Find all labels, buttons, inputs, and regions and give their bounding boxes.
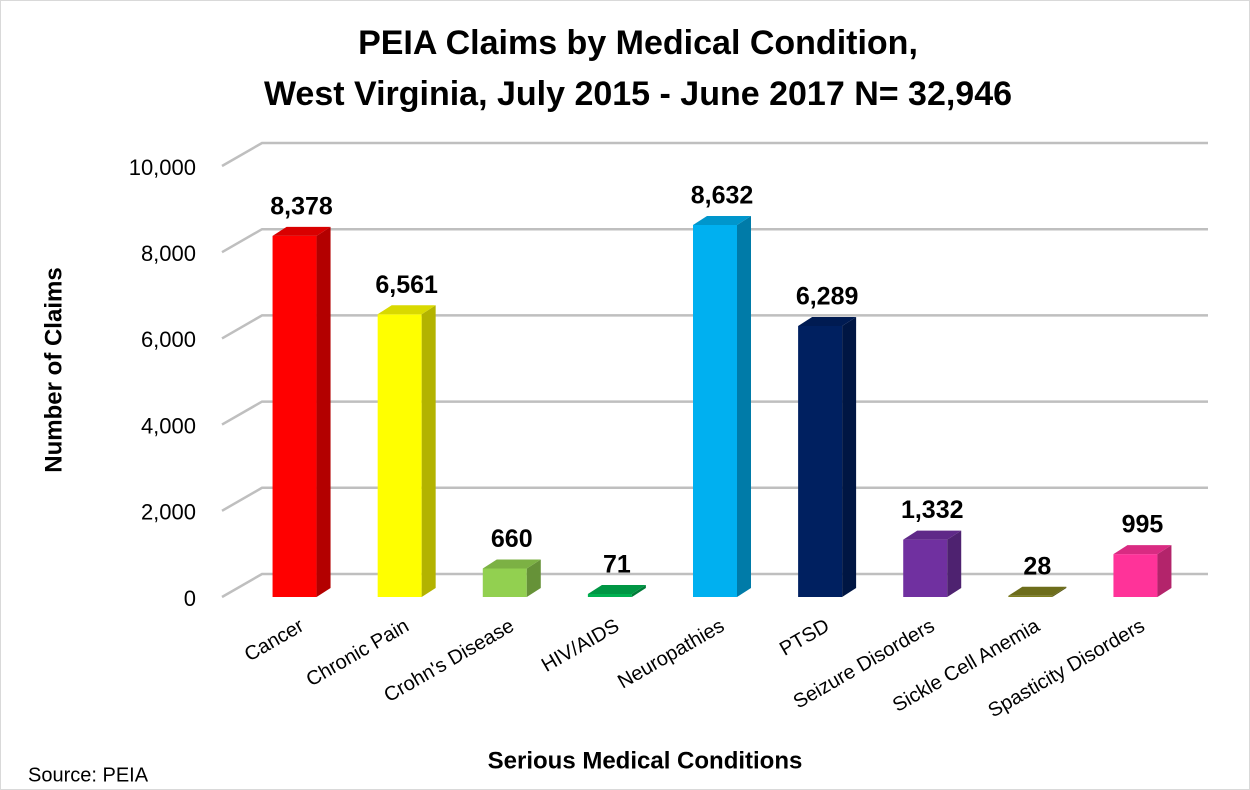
source-note: Source: PEIA xyxy=(28,764,149,786)
bar xyxy=(272,226,331,597)
value-label: 660 xyxy=(491,525,533,553)
y-tick-label: 10,000 xyxy=(129,155,196,180)
bar-front xyxy=(903,539,948,597)
value-label: 6,561 xyxy=(375,271,438,299)
grid-line xyxy=(221,486,1208,512)
bar-front xyxy=(1008,595,1053,597)
grid-line xyxy=(221,572,1208,599)
grid-line xyxy=(221,400,1208,426)
bar-side xyxy=(1052,586,1067,597)
bar-top xyxy=(903,530,962,540)
y-tick-label: 0 xyxy=(184,586,196,611)
bar xyxy=(693,215,751,597)
bar xyxy=(587,584,646,597)
bar xyxy=(798,316,857,597)
y-axis-label: Number of Claims xyxy=(40,267,67,472)
chart-title: West Virginia, July 2015 - June 2017 N= … xyxy=(264,75,1012,113)
bar-side xyxy=(316,226,331,597)
bar xyxy=(903,530,962,597)
bar-front xyxy=(377,314,422,597)
bar xyxy=(1113,545,1172,597)
value-label: 6,289 xyxy=(796,283,859,311)
bar-side xyxy=(842,316,857,597)
bar-front xyxy=(482,568,527,597)
bar-side xyxy=(947,530,962,597)
bar-front xyxy=(272,235,317,597)
value-label: 71 xyxy=(603,551,631,579)
bar-side xyxy=(421,305,436,597)
y-tick-label: 2,000 xyxy=(141,500,196,525)
bar-top xyxy=(1113,545,1172,555)
bar-top xyxy=(693,215,751,225)
bar-front xyxy=(798,325,843,597)
grid-line xyxy=(221,314,1208,340)
grid-line xyxy=(221,141,1208,168)
bar xyxy=(377,305,436,597)
bar xyxy=(482,559,541,597)
bar-side xyxy=(631,584,646,597)
bar-top xyxy=(272,226,331,236)
value-label: 28 xyxy=(1023,552,1051,580)
y-tick-label: 4,000 xyxy=(141,413,196,438)
bar-side xyxy=(737,215,751,597)
bar xyxy=(1008,586,1067,597)
bar-side xyxy=(526,559,541,597)
value-label: 1,332 xyxy=(901,496,964,524)
value-label: 8,378 xyxy=(270,193,333,221)
chart-title: PEIA Claims by Medical Condition, xyxy=(358,24,918,62)
bar-front xyxy=(587,593,632,597)
bar-side xyxy=(1157,545,1172,597)
bar-top xyxy=(482,559,541,569)
value-label: 8,632 xyxy=(691,182,754,210)
value-label: 995 xyxy=(1122,511,1164,539)
y-tick-label: 6,000 xyxy=(141,327,196,352)
bar-top xyxy=(1008,586,1067,596)
y-tick-label: 8,000 xyxy=(141,241,196,266)
bar-front xyxy=(1113,554,1158,597)
bar-top xyxy=(587,584,646,594)
x-axis-label: Serious Medical Conditions xyxy=(488,747,803,774)
bar-top xyxy=(798,316,857,326)
bar-front xyxy=(693,224,737,597)
bar-top xyxy=(377,305,436,315)
grid-line xyxy=(221,227,1208,254)
